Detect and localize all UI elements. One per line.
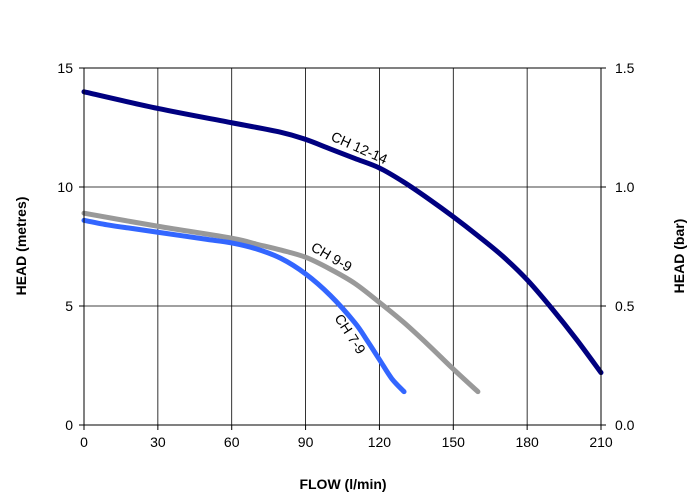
x-tick-label: 60 (224, 434, 240, 450)
series-line-ch-12-14 (81, 89, 604, 376)
grid (84, 68, 601, 425)
series-lines (81, 89, 604, 395)
x-tick-label: 30 (150, 434, 166, 450)
x-axis-title: FLOW (l/min) (299, 476, 386, 492)
x-tick-label: 210 (589, 434, 613, 450)
y-tick-label-left: 15 (57, 60, 73, 76)
series-line-ch-7-9 (81, 217, 407, 395)
plot-frame (83, 67, 602, 426)
y-axis-title-right: HEAD (bar) (671, 219, 687, 294)
x-tick-label: 0 (80, 434, 88, 450)
y-tick-label-right: 1.0 (615, 179, 635, 195)
y-tick-label-left: 10 (57, 179, 73, 195)
y-axis-title-left: HEAD (metres) (13, 197, 29, 296)
x-tick-label: 180 (515, 434, 539, 450)
x-tick-label: 150 (442, 434, 466, 450)
y-tick-label-left: 5 (65, 298, 73, 314)
y-tick-label-right: 0.5 (615, 298, 635, 314)
y-tick-label-right: 1.5 (615, 60, 635, 76)
axis-ticks: 0 30 60 90 120 150 180 210 0 5 10 15 0.0 0.5 1.0 1.5 (57, 60, 634, 450)
x-tick-label: 90 (298, 434, 314, 450)
y-tick-label-right: 0.0 (615, 417, 635, 433)
y-tick-label-left: 0 (65, 417, 73, 433)
x-tick-label: 120 (368, 434, 392, 450)
series-line-ch-9-9 (81, 210, 481, 395)
